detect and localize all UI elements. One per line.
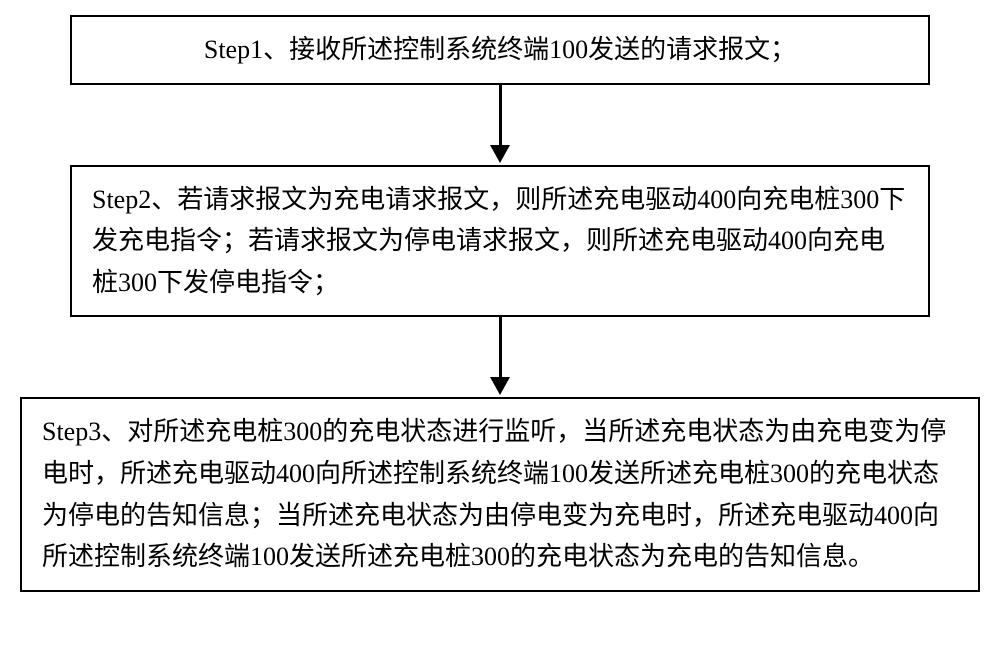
step3-box: Step3、对所述充电桩300的充电状态进行监听，当所述充电状态为由充电变为停电… (20, 397, 980, 591)
arrow-2 (490, 317, 510, 397)
step1-text: Step1、接收所述控制系统终端100发送的请求报文； (204, 35, 796, 64)
arrow-head-icon (490, 377, 510, 395)
arrow-head-icon (490, 145, 510, 163)
step2-text: Step2、若请求报文为充电请求报文，则所述充电驱动400向充电桩300下发充电… (92, 185, 905, 297)
step1-box: Step1、接收所述控制系统终端100发送的请求报文； (70, 15, 930, 85)
arrow-line-icon (499, 317, 502, 377)
flowchart-container: Step1、接收所述控制系统终端100发送的请求报文； Step2、若请求报文为… (0, 15, 1000, 592)
arrow-line-icon (499, 85, 502, 145)
arrow-1 (490, 85, 510, 165)
step2-box: Step2、若请求报文为充电请求报文，则所述充电驱动400向充电桩300下发充电… (70, 165, 930, 318)
step3-text: Step3、对所述充电桩300的充电状态进行监听，当所述充电状态为由充电变为停电… (42, 417, 946, 571)
